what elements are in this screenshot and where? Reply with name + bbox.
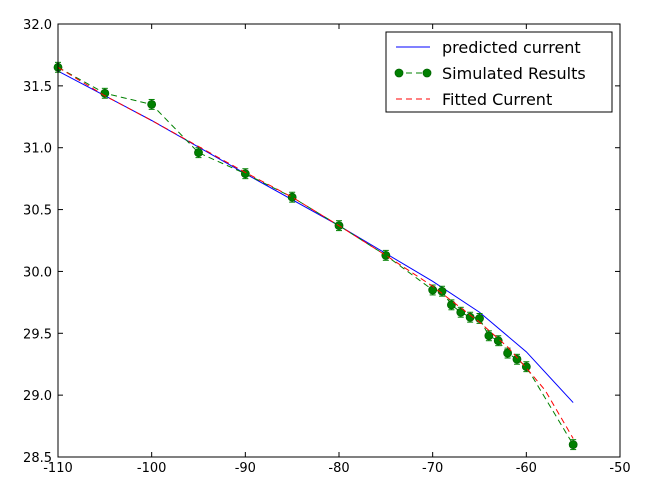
legend-marker xyxy=(394,68,404,78)
legend-marker xyxy=(422,68,432,78)
x-tick-label: -110 xyxy=(43,461,73,476)
axes-group: -110 -100 -90 -80 -70 -60 -50 28.5 29.0 29.5 30.0 3… xyxy=(23,18,631,476)
y-tick-label: 31.0 xyxy=(23,142,52,157)
simulated-point xyxy=(493,336,503,346)
x-tick-label: -50 xyxy=(609,461,630,476)
simulated-point xyxy=(287,192,297,202)
simulated-point xyxy=(194,148,203,158)
legend: predicted current Simulated Results Fitted… xyxy=(385,31,613,113)
y-tick-label: 28.5 xyxy=(23,451,52,466)
plot-frame xyxy=(57,23,621,458)
x-tick-label: -100 xyxy=(137,461,167,476)
simulated-point xyxy=(147,100,157,109)
simulated-point xyxy=(503,348,513,358)
legend-label: Fitted Current xyxy=(442,90,552,109)
x-tick-label: -90 xyxy=(235,461,256,476)
simulated-point xyxy=(521,362,531,372)
simulated-point xyxy=(568,440,578,450)
legend-label: Simulated Results xyxy=(442,64,586,83)
fitted-current-line xyxy=(57,66,574,439)
x-tick-label: -70 xyxy=(422,461,443,476)
legend-label: predicted current xyxy=(442,38,581,57)
simulated-point xyxy=(512,354,522,364)
y-tick-label: 30.0 xyxy=(23,265,52,280)
simulated-point xyxy=(428,285,438,295)
y-tick-label: 29.0 xyxy=(23,389,52,404)
y-tick-label: 30.5 xyxy=(23,204,52,219)
simulated-point xyxy=(465,312,475,322)
y-tick-label: 31.5 xyxy=(23,80,52,95)
y-tick-label: 29.5 xyxy=(23,327,52,342)
y-tick-label: 32.0 xyxy=(23,18,52,33)
series-group xyxy=(53,61,578,451)
simulated-point xyxy=(437,286,447,296)
simulated-point xyxy=(381,250,391,260)
x-tick-label: -60 xyxy=(516,461,537,476)
simulated-point xyxy=(484,331,494,341)
simulated-point xyxy=(446,300,456,310)
simulated-point xyxy=(456,307,466,317)
x-tick-label: -80 xyxy=(328,461,349,476)
simulated-point xyxy=(475,314,484,323)
